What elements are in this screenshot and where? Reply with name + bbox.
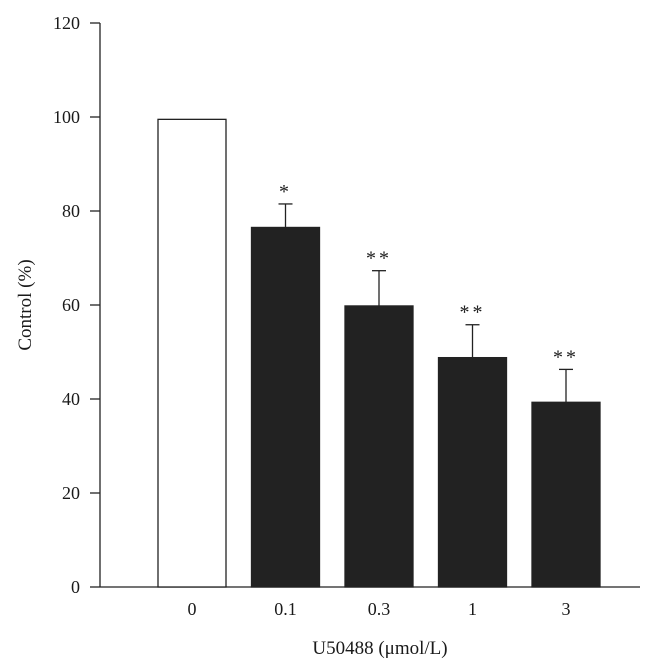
significance-marker: ** — [460, 302, 486, 324]
y-tick-label: 80 — [62, 201, 80, 221]
x-axis: 0 0.1 0.3 1 3 — [100, 586, 640, 619]
y-tick-label: 20 — [62, 483, 80, 503]
bar-0.3 — [344, 305, 414, 588]
y-axis: 0 20 40 60 80 100 120 — [53, 13, 101, 597]
y-tick-label: 40 — [62, 389, 80, 409]
significance-marker: ** — [553, 346, 579, 368]
bar-3 — [531, 401, 601, 588]
bar-0.1 — [250, 226, 321, 588]
x-tick-label: 0 — [188, 599, 197, 619]
x-tick-label: 0.1 — [274, 599, 297, 619]
bar-1 — [437, 356, 508, 588]
y-tick-label: 60 — [62, 295, 80, 315]
x-tick-label: 3 — [562, 599, 571, 619]
bars: ******* — [157, 118, 601, 588]
bar-0 — [157, 118, 227, 588]
x-axis-title: U50488 (μmol/L) — [312, 638, 447, 659]
y-tick-label: 120 — [53, 13, 80, 33]
y-axis-title: Control (%) — [15, 259, 36, 350]
x-tick-label: 1 — [468, 599, 477, 619]
x-tick-label: 0.3 — [368, 599, 391, 619]
significance-marker: * — [279, 181, 292, 203]
significance-marker: ** — [366, 248, 392, 270]
y-tick-label: 0 — [71, 577, 80, 597]
y-tick-label: 100 — [53, 107, 80, 127]
